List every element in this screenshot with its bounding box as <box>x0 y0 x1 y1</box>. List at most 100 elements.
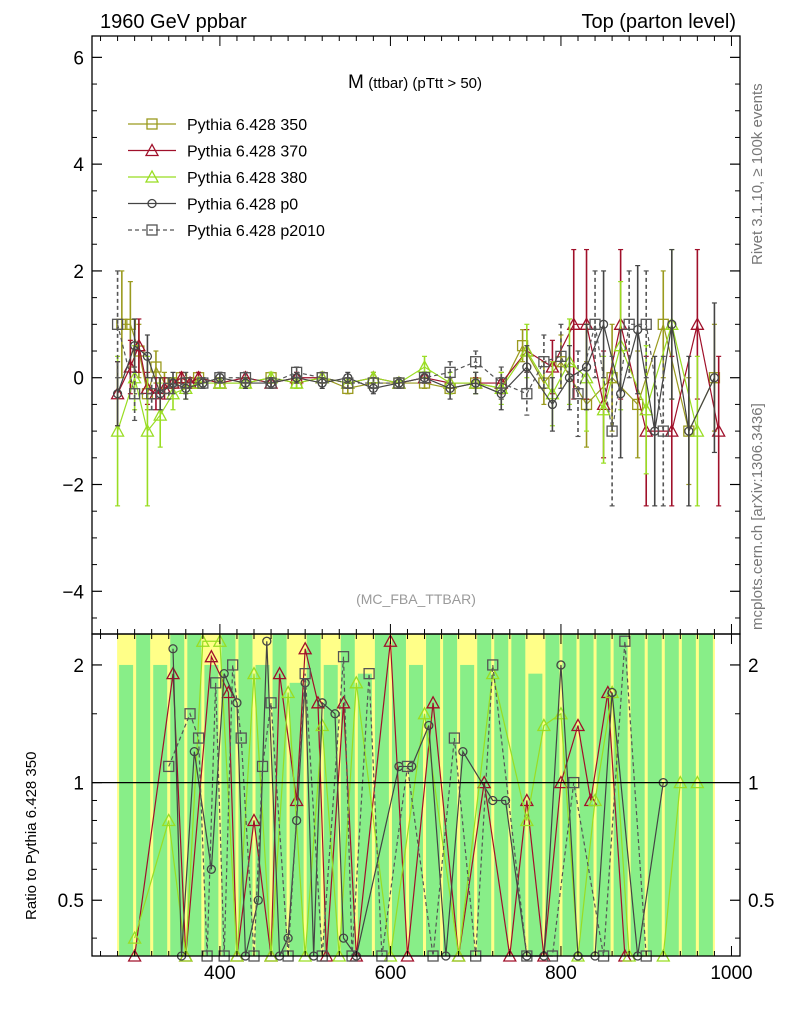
y-tick-label: 0 <box>73 369 84 390</box>
ratio-point <box>291 815 302 826</box>
ratio-point <box>519 813 534 827</box>
data-point <box>690 316 705 330</box>
ratio-point <box>209 677 222 689</box>
data-point <box>470 356 482 368</box>
data-point <box>522 362 532 372</box>
ratio-point <box>262 636 272 646</box>
series-line <box>117 322 698 433</box>
ratio-point <box>127 930 142 944</box>
legend-marker <box>144 169 160 183</box>
legend-item: Pythia 6.428 370 <box>128 143 307 161</box>
ratio-y-tick-label: 2 <box>73 656 84 677</box>
data-point <box>146 388 158 400</box>
ratio-y-tick-label-right: 2 <box>748 656 759 677</box>
ratio-point <box>417 706 432 720</box>
ratio-point <box>161 813 176 827</box>
data-point <box>239 372 252 384</box>
ratio-point <box>401 760 414 773</box>
ratio-line <box>134 641 626 957</box>
ratio-point <box>298 641 313 655</box>
legend-item: Pythia 6.428 380 <box>128 169 307 187</box>
rivet-version-label: Rivet 3.1.10, ≥ 100k events <box>749 83 766 265</box>
green-band <box>460 664 475 956</box>
ratio-point <box>272 666 287 680</box>
data-point <box>153 407 168 421</box>
data-point <box>555 350 567 363</box>
data-point <box>596 402 611 416</box>
green-band <box>494 634 509 956</box>
data-point <box>711 423 726 437</box>
ratio-point <box>195 633 210 647</box>
data-point <box>112 389 123 399</box>
y-tick-label: −2 <box>62 476 84 497</box>
header-left: 1960 GeV ppbar <box>100 11 247 33</box>
ratio-point <box>570 718 586 732</box>
green-band <box>136 634 151 956</box>
ratio-point <box>485 666 500 680</box>
ratio-point <box>265 697 277 709</box>
data-point <box>214 372 226 384</box>
ratio-y-tick-label: 0.5 <box>58 891 84 912</box>
ratio-y-tick-label-right: 1 <box>748 774 759 795</box>
y-tick-label: −4 <box>62 582 84 603</box>
data-point <box>290 366 303 379</box>
data-point <box>623 318 635 330</box>
data-point <box>289 375 304 389</box>
green-band <box>545 634 560 956</box>
data-point <box>111 318 124 330</box>
ratio-point <box>221 685 236 699</box>
plot-title-main: M <box>348 72 364 93</box>
mcplots-label: mcplots.cern.ch [arXiv:1306.3436] <box>749 403 766 630</box>
ratio-line <box>172 641 664 958</box>
data-point <box>572 388 584 400</box>
legend-label: Pythia 6.428 350 <box>187 117 307 134</box>
legend-label: Pythia 6.428 370 <box>187 144 307 161</box>
green-band <box>409 664 423 956</box>
legend-item: Pythia 6.428 p2010 <box>128 223 325 240</box>
data-point <box>606 425 618 437</box>
ratio-plot-frame <box>91 633 741 957</box>
ratio-point <box>246 813 262 827</box>
ratio-point <box>488 795 498 806</box>
series-4 <box>111 270 669 507</box>
green-band <box>579 634 594 956</box>
data-point <box>709 373 720 383</box>
ratio-point <box>212 633 227 647</box>
ratio-point <box>253 895 263 905</box>
legend-marker <box>144 143 160 157</box>
green-band <box>681 634 696 956</box>
main-plot-series <box>110 248 726 507</box>
ratio-point <box>425 695 441 709</box>
ratio-point <box>163 760 175 773</box>
green-band <box>443 634 458 956</box>
legend-marker <box>146 118 158 130</box>
legend-label: Pythia 6.428 p2010 <box>187 223 325 240</box>
ratio-y-tick-label: 1 <box>73 774 84 795</box>
ratio-point <box>556 660 566 670</box>
plot-title-sub: (ttbar) (pTtt > 50) <box>368 75 482 92</box>
ratio-point <box>383 633 398 647</box>
data-point <box>495 377 507 389</box>
ratio-point <box>519 793 534 807</box>
ratio-point <box>235 732 247 744</box>
data-point <box>639 402 654 416</box>
header-right: Top (parton level) <box>581 11 736 33</box>
ratio-point <box>281 685 296 699</box>
axes: −4 −2 0 2 4 6 0.5 0.5 1 1 2 2 400 600 800 1000 <box>58 35 774 984</box>
data-point <box>690 423 705 437</box>
green-band <box>204 664 219 956</box>
ratio-point <box>424 720 434 731</box>
y-tick-label: 6 <box>73 48 84 69</box>
ratio-point <box>256 760 269 773</box>
legend-marker <box>146 224 158 236</box>
green-band <box>664 634 679 956</box>
ratio-point <box>168 644 178 654</box>
data-point <box>566 316 581 330</box>
x-tick-label: 400 <box>204 963 236 984</box>
data-point <box>538 356 550 368</box>
ratio-point <box>315 718 330 732</box>
ratio-point <box>204 649 219 663</box>
data-point <box>640 318 652 330</box>
data-point <box>316 372 328 384</box>
ratio-uncertainty-bands <box>117 634 715 956</box>
